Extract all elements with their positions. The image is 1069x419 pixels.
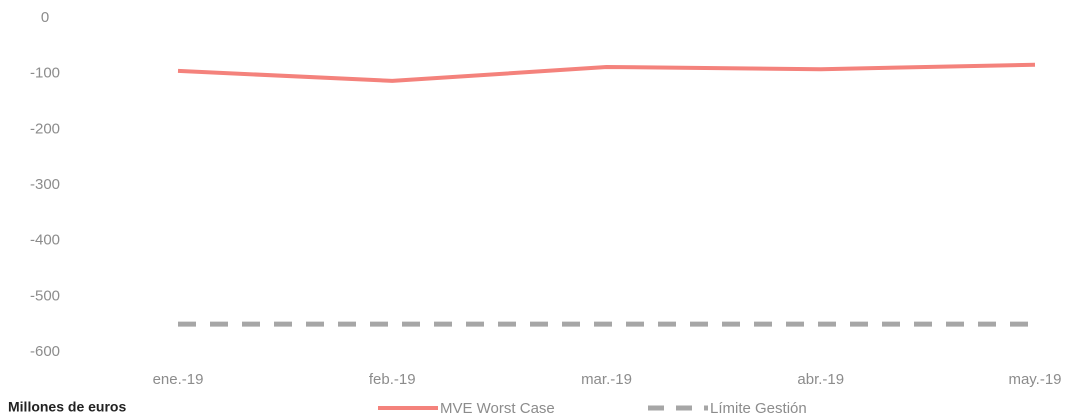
x-tick-label: mar.-19 bbox=[581, 371, 632, 388]
y-tick-label: -400 bbox=[30, 232, 60, 249]
x-tick-label: feb.-19 bbox=[369, 371, 416, 388]
x-tick-label: may.-19 bbox=[1008, 371, 1061, 388]
series-line bbox=[177, 62, 1036, 83]
y-tick-label: -600 bbox=[30, 343, 60, 360]
y-tick-label: -300 bbox=[30, 176, 60, 193]
x-tick-label: abr.-19 bbox=[797, 371, 844, 388]
y-tick-label: -100 bbox=[30, 65, 60, 82]
y-tick-label: -500 bbox=[30, 287, 60, 304]
legend-label: MVE Worst Case bbox=[440, 400, 555, 417]
legend-label: Límite Gestión bbox=[710, 400, 807, 417]
y-tick-label: -200 bbox=[30, 120, 60, 137]
x-tick-label: ene.-19 bbox=[153, 371, 204, 388]
y-axis-label: Millones de euros bbox=[8, 399, 126, 415]
y-tick-label: 0 bbox=[41, 9, 49, 26]
